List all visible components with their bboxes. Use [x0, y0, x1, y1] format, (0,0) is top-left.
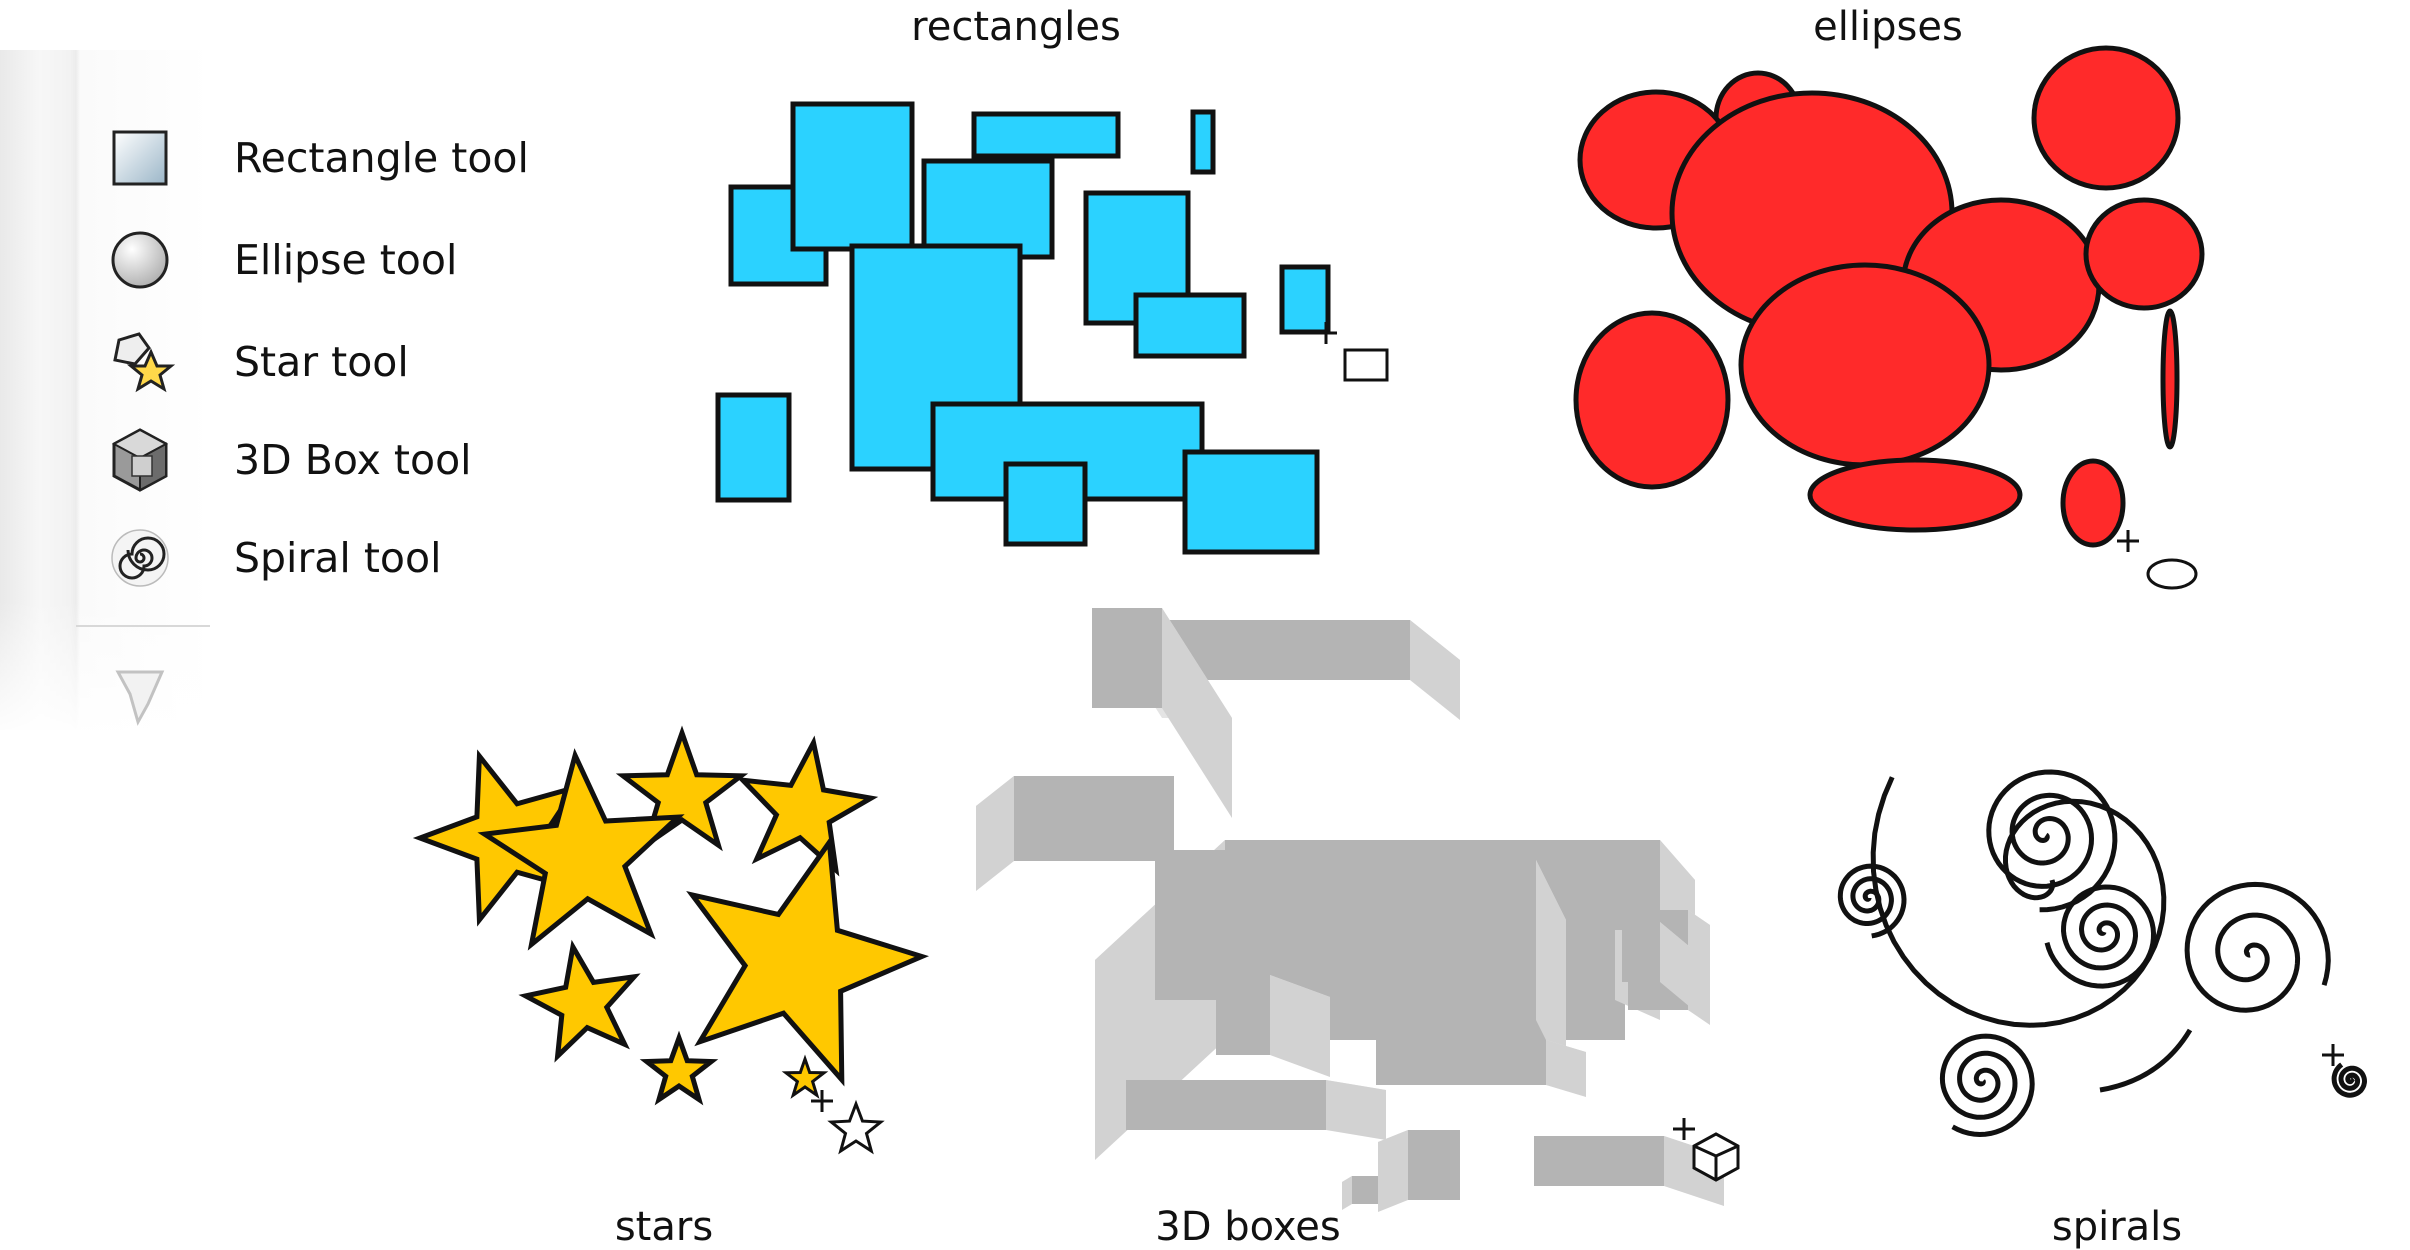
box-side-face: [1536, 860, 1566, 1080]
caption-3d-boxes: 3D boxes: [1155, 1204, 1341, 1250]
star-shape: [615, 725, 749, 852]
3d-box-shape: [1216, 975, 1330, 1077]
star-outline-shape: [827, 1099, 885, 1155]
box-front-face: [1496, 860, 1536, 1020]
ellipse-shape: [2160, 308, 2180, 450]
caption-ellipses: ellipses: [1813, 4, 1963, 50]
spiral-shape: [1986, 769, 2118, 913]
box-side-face: [1342, 1176, 1352, 1210]
pen-tool-icon: [100, 656, 180, 736]
rectangle-shape: [1279, 264, 1331, 335]
tool-label-star: Star tool: [234, 338, 409, 386]
3d-box-tool-icon: [100, 420, 180, 500]
box-front-face: [1014, 776, 1174, 861]
box-front-face: [1352, 1176, 1378, 1204]
rectangle-cursor-icon: [1315, 322, 1389, 382]
ellipse-shape: [1738, 262, 1992, 468]
box-front-face: [1126, 1080, 1326, 1130]
caption-stars: stars: [614, 1204, 714, 1250]
tool-star[interactable]: Star tool: [100, 322, 409, 402]
star-shape: [477, 748, 685, 951]
toolbar-fade: [0, 600, 210, 740]
spiral-shape: [2044, 884, 2157, 989]
3d-box-shape: [1092, 608, 1232, 818]
box-side-face: [976, 776, 1014, 891]
box-side-face: [1410, 620, 1460, 720]
box-front-face: [1216, 975, 1270, 1055]
spirals-group: [1837, 769, 2368, 1138]
star-cursor-icon: [811, 1090, 833, 1112]
rectangle-shape: [971, 111, 1121, 159]
tool-label-spiral: Spiral tool: [234, 534, 442, 582]
box-side-face: [1326, 1080, 1386, 1140]
star-shape: [639, 1030, 719, 1106]
box-front-face: [1534, 1136, 1664, 1186]
box-front-face: [1622, 922, 1660, 982]
spiral-cursor-icon: [2322, 1044, 2344, 1066]
3d-box-shape: [1622, 922, 1690, 1007]
stars-group: [412, 725, 930, 1155]
rectangle-shape: [1133, 292, 1247, 359]
box-side-face: [1378, 1130, 1408, 1212]
ellipse-tool-icon: [100, 220, 180, 300]
spiral-large: [1870, 776, 2167, 1028]
box-side-face: [1660, 922, 1690, 1007]
tool-spiral[interactable]: Spiral tool: [100, 518, 441, 598]
star-shape: [736, 735, 879, 877]
box-side-face: [1546, 1040, 1586, 1097]
star-shape: [518, 939, 641, 1063]
rectangle-shape: [790, 101, 915, 252]
3d-box-shape: [1126, 1080, 1386, 1140]
spiral-cursor-shape: [2331, 1062, 2368, 1098]
rectangle-shape: [715, 392, 792, 503]
box-front-face: [1376, 1040, 1546, 1085]
rectangle-shape: [921, 158, 1055, 260]
tool-3d-box[interactable]: 3D Box tool: [100, 420, 472, 500]
box-cursor-icon: [1673, 1118, 1740, 1182]
box-side-face: [1270, 975, 1330, 1077]
toolbar-separator: [76, 625, 210, 627]
3d-box-shape: [1496, 860, 1566, 1080]
rectangle-shape: [1003, 461, 1088, 547]
spiral-shape: [1939, 1033, 2035, 1138]
box-front-face: [1092, 608, 1162, 708]
box-side-face: [1162, 608, 1232, 818]
ellipses-group: [1573, 45, 2205, 548]
caption-rectangles: rectangles: [911, 4, 1121, 50]
rectangle-tool-icon: [100, 118, 180, 198]
star-shape: [686, 835, 930, 1087]
ellipse-shape: [2031, 45, 2181, 191]
spiral-tail: [2099, 1028, 2193, 1093]
ellipse-shape: [2083, 197, 2205, 311]
caption-spirals: spirals: [2051, 1204, 2183, 1250]
3d-box-shape: [1376, 1040, 1586, 1097]
tool-label-rectangle: Rectangle tool: [234, 134, 529, 182]
tool-label-3d-box: 3D Box tool: [234, 436, 472, 484]
spiral-tool-icon: [100, 518, 180, 598]
boxes-group: [976, 608, 1724, 1212]
box-side-face: [1688, 910, 1710, 1025]
spiral-shape: [2184, 881, 2331, 1013]
tool-pen-partial[interactable]: [100, 656, 180, 736]
box-front-face: [1408, 1130, 1460, 1200]
rectangle-shape: [1182, 449, 1320, 555]
ellipse-cursor-icon: [2117, 530, 2198, 590]
tool-rectangle[interactable]: Rectangle tool: [100, 118, 529, 198]
ellipse-shape: [1807, 457, 2023, 533]
ellipse-shape: [1573, 310, 1731, 490]
tool-ellipse[interactable]: Ellipse tool: [100, 220, 457, 300]
3d-box-shape: [1342, 1176, 1378, 1210]
rectangles-group: [715, 101, 1331, 555]
star-shape: [781, 1054, 829, 1099]
ellipse-shape: [2060, 458, 2126, 548]
spiral-shape: [1837, 863, 1907, 939]
star-tool-icon: [100, 322, 180, 402]
3d-box-shape: [976, 776, 1174, 891]
rectangle-shape: [1190, 109, 1216, 175]
tool-label-ellipse: Ellipse tool: [234, 236, 458, 284]
3d-box-shape: [1378, 1130, 1460, 1212]
